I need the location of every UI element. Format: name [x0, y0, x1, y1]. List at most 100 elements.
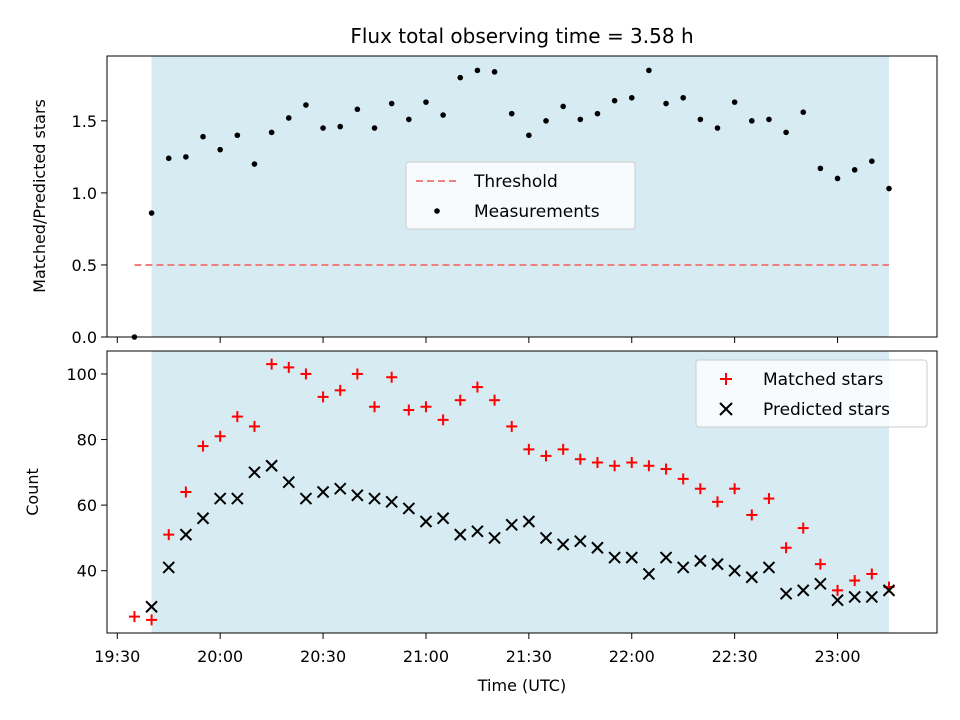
matched-star-point: [283, 361, 295, 373]
predicted-star-point: [385, 495, 398, 509]
measurement-point: [611, 97, 618, 104]
matched-star-point: [729, 483, 741, 495]
measurement-point: [594, 110, 601, 117]
measurement-point: [577, 116, 584, 123]
predicted-star-point: [625, 551, 638, 564]
predicted-star-point: [711, 557, 724, 571]
legend-matched-label: Matched stars: [763, 370, 883, 390]
measurement-point: [234, 132, 241, 139]
top-legend: Threshold Measurements: [405, 161, 636, 230]
matched-star-point: [523, 443, 535, 455]
matched-star-point: [780, 542, 792, 554]
legend-predicted-label: Predicted stars: [763, 400, 890, 420]
measurement-point: [869, 158, 875, 164]
matched-star-point: [849, 575, 861, 587]
top-y-tick-label: 1.0: [72, 184, 97, 203]
bottom-y-tick-label: 80: [77, 431, 97, 450]
matched-star-point: [386, 371, 398, 383]
matched-star-point: [369, 401, 381, 413]
matched-star-point: [591, 456, 603, 468]
matched-star-point: [814, 558, 826, 570]
measurement-point: [148, 210, 155, 216]
legend-matched-swatch: [720, 373, 732, 385]
predicted-star-point: [591, 541, 604, 554]
predicted-star-point: [556, 538, 570, 551]
measurement-point: [697, 116, 704, 123]
matched-star-point: [420, 401, 432, 413]
matched-star-point: [351, 368, 363, 380]
predicted-star-point: [865, 590, 879, 604]
bottom-y-tick-label: 100: [66, 365, 97, 384]
predicted-star-point: [231, 492, 244, 505]
predicted-star-point: [436, 512, 450, 525]
matched-star-point: [437, 414, 449, 426]
predicted-star-point: [676, 561, 690, 574]
measurement-point: [543, 118, 549, 124]
matched-star-point: [506, 420, 518, 432]
measurement-point: [526, 132, 532, 139]
top-y-axis-label: Matched/Predicted stars: [30, 99, 49, 293]
matched-star-point: [540, 450, 552, 462]
bottom-x-ticks: 19:30 20:00 20:30 21:00 21:30 22:00 22:30 23:00: [94, 633, 861, 666]
predicted-star-point: [694, 554, 707, 568]
matched-star-point: [334, 384, 346, 396]
measurement-point: [440, 112, 446, 118]
matched-stars-points: [128, 358, 895, 626]
predicted-star-point: [162, 561, 175, 574]
measurement-point: [320, 125, 326, 131]
predicted-star-point: [196, 512, 210, 525]
matched-star-point: [609, 460, 621, 472]
matched-star-point: [677, 473, 689, 485]
top-x-ticks: [116, 337, 839, 343]
measurement-point: [491, 69, 498, 75]
measurement-point: [731, 99, 738, 105]
measurement-point: [748, 118, 755, 124]
chart-title: Flux total observing time = 3.58 h: [350, 24, 693, 48]
predicted-star-point: [299, 492, 313, 505]
predicted-star-point: [213, 492, 227, 505]
bottom-y-axis-label: Count: [23, 468, 42, 516]
matched-star-point: [643, 460, 655, 472]
bottom-legend: Matched stars Predicted stars: [695, 359, 928, 428]
bottom-plot-frame: [106, 350, 938, 634]
matched-star-point: [248, 420, 260, 432]
measurement-point: [251, 161, 258, 167]
legend-measurements-swatch: [434, 208, 440, 214]
measurement-point: [628, 94, 635, 101]
matched-star-point: [231, 411, 243, 423]
measurement-point: [303, 102, 309, 108]
matched-star-point: [300, 368, 312, 380]
predicted-star-point: [659, 551, 673, 564]
measurement-point: [646, 67, 652, 74]
predicted-star-point: [831, 594, 844, 607]
legend-threshold-label: Threshold: [473, 172, 558, 192]
matched-star-point: [403, 404, 415, 416]
matched-star-point: [317, 391, 329, 403]
top-legend-box: [405, 161, 636, 230]
matched-star-point: [146, 614, 158, 626]
measurement-point: [423, 99, 429, 105]
measurement-point: [406, 116, 412, 123]
predicted-star-point: [848, 590, 861, 604]
predicted-star-point: [728, 564, 741, 577]
top-y-tick-label: 1.5: [72, 112, 97, 131]
measurement-point: [457, 74, 464, 81]
predicted-star-point: [248, 466, 261, 479]
measurement-point: [165, 155, 172, 162]
measurement-point: [851, 167, 858, 173]
legend-predicted-swatch: [719, 402, 733, 416]
measurement-point: [783, 129, 789, 136]
measurement-point: [388, 100, 395, 107]
matched-star-point: [557, 443, 569, 455]
measurement-point: [834, 175, 841, 182]
matched-star-point: [832, 584, 844, 596]
predicted-star-point: [316, 485, 330, 499]
measurement-point: [337, 123, 344, 130]
predicted-star-point: [608, 551, 621, 564]
predicted-star-point: [265, 459, 278, 472]
measurement-point: [217, 146, 223, 153]
measurement-point: [371, 125, 378, 131]
bottom-x-tick-label: 21:00: [403, 647, 449, 666]
bottom-x-tick-label: 21:30: [506, 647, 552, 666]
